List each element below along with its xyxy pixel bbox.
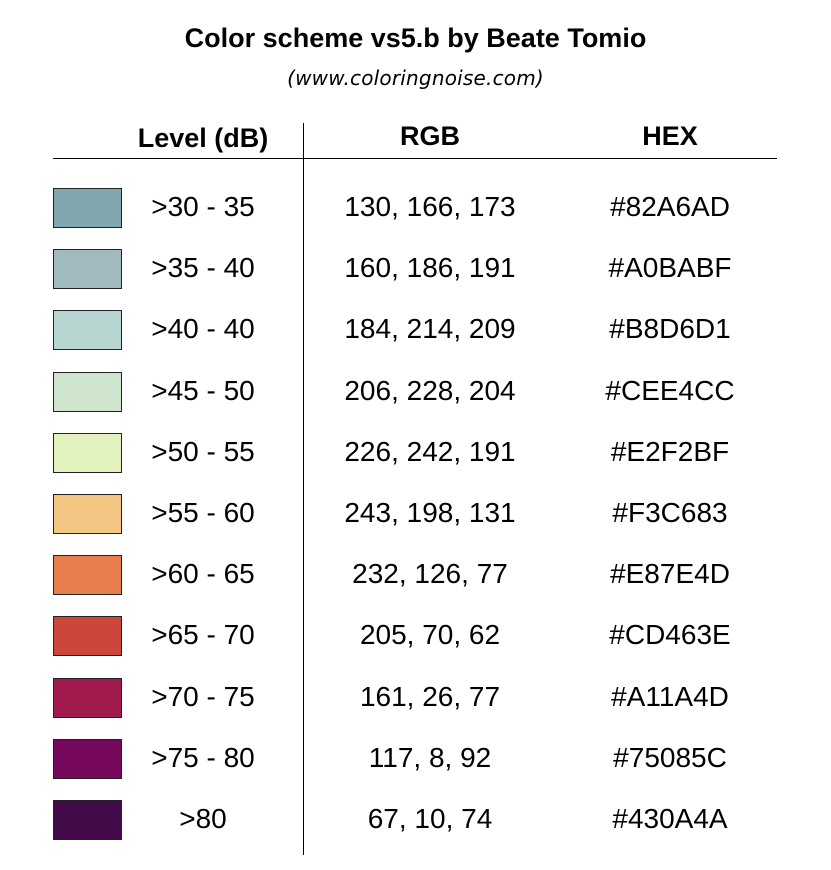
level-cell: >80: [179, 802, 227, 834]
level-cell: >60 - 65: [151, 558, 255, 590]
rgb-cell: 161, 26, 77: [359, 680, 501, 712]
rgb-cell: 67, 10, 74: [367, 802, 493, 834]
hex-cell: #CEE4CC: [605, 374, 735, 406]
hex-cell: #82A6AD: [610, 191, 730, 222]
table-row: >75 - 80 117, 8, 92 #75085C: [0, 729, 831, 790]
hex-cell: #B8D6D1: [609, 313, 731, 345]
hex-cell: #430A4A: [612, 802, 728, 834]
hex-cell: #A11A4D: [611, 680, 729, 712]
table-row: >80 67, 10, 74 #430A4A: [0, 790, 831, 851]
rgb-cell: 160, 186, 191: [344, 252, 516, 284]
color-swatch: [53, 616, 122, 657]
level-cell: >70 - 75: [151, 680, 255, 712]
rgb-cell: 117, 8, 92: [368, 741, 492, 773]
table-row: >35 - 40 160, 186, 191 #A0BABF: [0, 239, 831, 300]
hex-cell: #A0BABF: [608, 252, 732, 284]
rgb-cell: 206, 228, 204: [344, 374, 516, 406]
rgb-cell: 243, 198, 131: [344, 496, 516, 528]
level-cell: >35 - 40: [151, 252, 255, 284]
table-row: >30 - 35 130, 166, 173 #82A6AD: [0, 178, 831, 239]
hex-cell: #CD463E: [609, 619, 731, 651]
column-header-hex: HEX: [642, 121, 698, 151]
color-swatch: [53, 371, 122, 412]
color-swatch: [53, 493, 122, 534]
table-row: >50 - 55 226, 242, 191 #E2F2BF: [0, 423, 831, 484]
rgb-cell: 205, 70, 62: [359, 619, 501, 651]
level-cell: >30 - 35: [151, 191, 255, 222]
page-subtitle: (www.coloringnoise.com): [287, 66, 544, 90]
level-cell: >40 - 40: [151, 313, 255, 345]
hex-cell: #75085C: [613, 741, 727, 773]
rgb-cell: 226, 242, 191: [344, 435, 516, 467]
table-row: >70 - 75 161, 26, 77 #A11A4D: [0, 668, 831, 729]
table-row: >40 - 40 184, 214, 209 #B8D6D1: [0, 300, 831, 361]
level-cell: >45 - 50: [151, 374, 255, 406]
level-cell: >65 - 70: [151, 619, 255, 651]
color-swatch: [53, 555, 122, 596]
color-swatch: [53, 677, 122, 718]
color-table: >30 - 35 130, 166, 173 #82A6AD >35 - 40 …: [0, 178, 831, 851]
hex-cell: #F3C683: [612, 496, 728, 528]
level-cell: >55 - 60: [151, 496, 255, 528]
color-swatch: [53, 310, 122, 351]
column-header-rgb: RGB: [400, 121, 460, 151]
level-cell: >75 - 80: [151, 741, 255, 773]
rgb-cell: 232, 126, 77: [352, 558, 508, 590]
color-swatch: [53, 249, 122, 290]
column-header-level: Level (dB): [137, 123, 269, 153]
table-row: >60 - 65 232, 126, 77 #E87E4D: [0, 545, 831, 606]
table-row: >55 - 60 243, 198, 131 #F3C683: [0, 484, 831, 545]
level-cell: >50 - 55: [151, 435, 255, 467]
column-divider: [303, 123, 304, 855]
color-swatch: [53, 738, 122, 779]
color-swatch: [53, 432, 122, 473]
page-title: Color scheme vs5.b by Beate Tomio: [184, 23, 647, 53]
table-row: >65 - 70 205, 70, 62 #CD463E: [0, 606, 831, 667]
color-swatch: [53, 799, 122, 840]
rgb-cell: 130, 166, 173: [344, 191, 516, 222]
color-swatch: [53, 188, 122, 228]
hex-cell: #E2F2BF: [610, 435, 730, 467]
rgb-cell: 184, 214, 209: [344, 313, 516, 345]
table-row: >45 - 50 206, 228, 204 #CEE4CC: [0, 362, 831, 423]
header-divider: [53, 158, 777, 159]
hex-cell: #E87E4D: [610, 558, 730, 590]
